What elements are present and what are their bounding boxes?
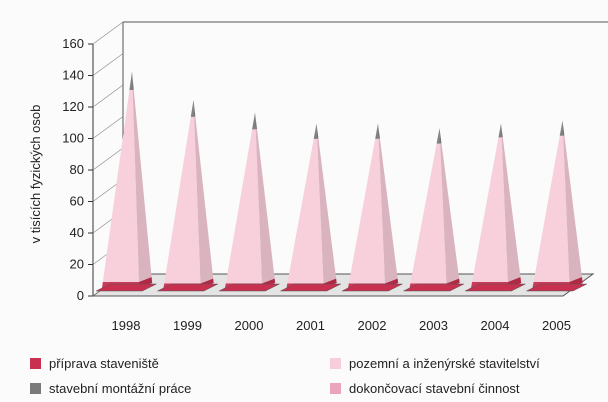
legend-item: dokončovací stavební činnost — [330, 381, 520, 396]
legend-item: příprava staveniště — [30, 356, 159, 371]
y-tick-label: 0 — [77, 288, 84, 303]
bar-2002 — [341, 123, 403, 292]
bar-2005 — [526, 120, 588, 292]
bar-segment-side — [317, 138, 337, 284]
bar-2003 — [403, 128, 465, 292]
bar-segment-side — [193, 99, 196, 117]
bar-segment-side — [255, 128, 275, 284]
bar-segment-side — [501, 123, 503, 138]
legend-swatch — [330, 383, 341, 394]
bar-base-plate — [341, 283, 403, 292]
x-axis: 1998 1999 2000 2001 2002 2003 2004 2005 — [112, 318, 571, 333]
bar-segment-front — [102, 90, 139, 282]
bar-2004 — [464, 123, 526, 292]
bar-segment-front — [190, 99, 195, 117]
bar-base-plate — [157, 283, 219, 292]
legend-label: stavební montážní práce — [49, 381, 192, 396]
legend-label: příprava staveniště — [49, 356, 159, 371]
bar-segment-front — [410, 143, 447, 284]
bar-segment-front — [436, 128, 441, 144]
bar-segment-side — [132, 89, 152, 282]
bar-base-plate — [464, 283, 526, 292]
x-tick-label: 2002 — [358, 318, 387, 333]
bar-segment-front — [472, 137, 508, 282]
x-tick-label: 2001 — [296, 318, 325, 333]
bar-base-plate — [95, 283, 157, 292]
bar-segment-side — [316, 123, 319, 139]
y-tick-label: 140 — [62, 68, 84, 83]
bar-segment-front — [533, 135, 570, 282]
bars — [95, 71, 588, 292]
bar-segment-front — [164, 116, 201, 284]
bar-base-plate — [403, 283, 465, 292]
legend-swatch — [30, 383, 41, 394]
bar-segment-side — [132, 71, 134, 91]
bar-segment-side — [194, 116, 214, 284]
bar-segment-side — [255, 112, 257, 130]
bar-segment-side — [378, 138, 398, 284]
bar-1999 — [157, 99, 219, 292]
legend-swatch — [330, 358, 341, 369]
bar-segment-front — [313, 123, 318, 139]
bar-2001 — [280, 123, 342, 292]
bar-segment-side — [501, 136, 521, 282]
x-tick-label: 1998 — [112, 318, 141, 333]
bar-segment-front — [559, 120, 564, 136]
legend-swatch — [30, 358, 41, 369]
y-tick-label: 20 — [70, 257, 84, 272]
y-tick-label: 100 — [62, 131, 84, 146]
y-tick-depth — [92, 147, 124, 171]
x-tick-label: 2003 — [419, 318, 448, 333]
y-tick-label: 80 — [70, 162, 84, 177]
y-tick-label: 160 — [62, 36, 84, 51]
legend-label: pozemní a inženýrské stavitelství — [349, 356, 540, 371]
legend-item: stavební montážní práce — [30, 381, 191, 396]
bar-segment-side — [562, 120, 565, 136]
y-tick-depth — [92, 84, 124, 108]
bar-1998 — [95, 71, 157, 292]
bar-base-plate — [280, 283, 342, 292]
y-tick-depth — [92, 21, 124, 45]
bar-segment-side — [440, 143, 460, 284]
legend-label: dokončovací stavební činnost — [349, 381, 520, 396]
bar-segment-side — [439, 128, 442, 144]
y-tick-label: 60 — [70, 194, 84, 209]
bar-base-plate — [526, 283, 588, 292]
x-tick-label: 2000 — [235, 318, 264, 333]
bar-segment-side — [563, 135, 582, 282]
bar-base-plate — [218, 283, 280, 292]
y-axis: 0 20 40 60 80 100 120 140 160 — [62, 21, 124, 303]
y-axis-label: v tisících fyzických osob — [28, 105, 43, 244]
y-tick-depth — [92, 53, 124, 76]
bar-segment-front — [375, 123, 379, 139]
x-tick-label: 2005 — [542, 318, 571, 333]
bar-segment-front — [252, 112, 256, 130]
bar-segment-front — [129, 71, 133, 91]
legend-item: pozemní a inženýrské stavitelství — [330, 356, 540, 371]
bar-segment-front — [498, 123, 502, 138]
bar-segment-front — [348, 138, 385, 284]
bar-segment-front — [225, 129, 263, 284]
y-tick-depth — [92, 116, 124, 139]
x-tick-label: 1999 — [173, 318, 202, 333]
bar-segment-side — [378, 123, 380, 139]
y-tick-label: 40 — [70, 225, 84, 240]
y-tick-label: 120 — [62, 99, 84, 114]
bar-segment-front — [287, 138, 324, 284]
x-tick-label: 2004 — [481, 318, 510, 333]
bar-2000 — [218, 112, 280, 292]
